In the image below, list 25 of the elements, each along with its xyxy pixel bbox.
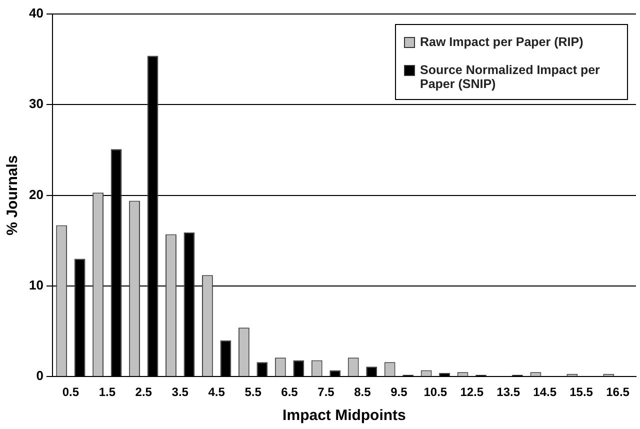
x-tick-label: 0.5	[62, 385, 80, 400]
x-tick-label: 9.5	[390, 385, 408, 400]
x-tick-label: 13.5	[496, 385, 520, 400]
legend-label: Raw Impact per Paper (RIP)	[420, 35, 584, 49]
x-tick-label: 2.5	[135, 385, 152, 400]
x-tick-label: 7.5	[318, 385, 335, 400]
x-tick-label: 1.5	[98, 385, 116, 400]
x-tick-label: 8.5	[354, 385, 372, 400]
x-tick-label: 10.5	[424, 385, 448, 400]
x-tick-label: 6.5	[281, 385, 298, 400]
x-tick-label: 14.5	[533, 385, 557, 400]
x-tick-label: 16.5	[606, 385, 630, 400]
y-tick-label: 40	[28, 6, 44, 21]
x-tick-label: 4.5	[208, 385, 226, 400]
y-tick-label: 20	[28, 186, 44, 202]
x-axis-title: Impact Midpoints	[282, 407, 406, 424]
x-tick-label: 12.5	[460, 385, 484, 400]
y-tick-label: 0	[36, 368, 44, 384]
y-axis-title: % Journals	[4, 155, 22, 236]
y-tick-label: 30	[28, 96, 44, 112]
x-tick-label: 15.5	[570, 385, 594, 400]
y-tick-label: 10	[28, 278, 44, 293]
x-tick-label: 5.5	[244, 385, 262, 400]
legend-label: Source Normalized Impact per Paper (SNIP)	[420, 63, 601, 91]
x-tick-label: 3.5	[172, 385, 189, 400]
